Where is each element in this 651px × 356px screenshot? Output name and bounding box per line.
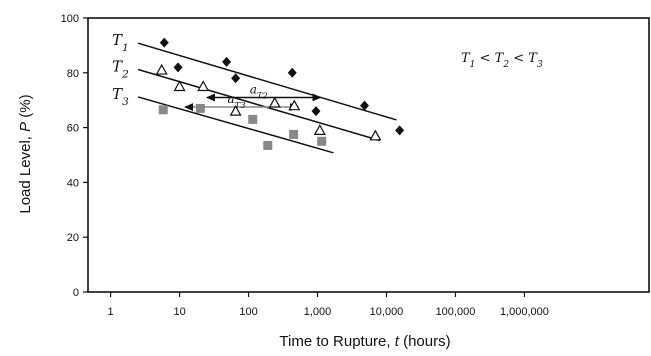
order-note-separator: < [475,51,494,66]
data-point-diamond [231,73,241,84]
data-point-square [263,140,273,150]
x-tick-label: 1,000,000 [500,306,549,318]
y-axis-title-text: Load Level, [17,132,34,214]
x-tick-label: 100,000 [436,306,476,318]
series-label-base: T [112,85,123,103]
y-tick-label: 100 [61,13,79,25]
x-tick-label: 1 [108,306,114,318]
order-note-base: T [461,51,471,66]
order-note-subscript: 2 [502,60,509,70]
shift-label-T3: aT3 [227,92,245,110]
data-point-triangle [313,124,326,135]
temperature-order-note: T1 < T2 < T3 [461,51,543,70]
data-point-triangle [268,96,281,108]
fit-line-T3 [137,96,334,154]
x-axis: 1 10 100 1,000 10,000 100,000 1,000,000 [108,292,549,318]
x-tick-label: 1,000 [304,306,332,318]
x-axis-title-text: Time to Rupture, [279,333,394,350]
shift-label-base: a [250,82,257,96]
data-point-square [317,136,327,146]
order-note-separator: < [509,51,528,66]
shift-label-subscript: T3 [235,100,246,110]
y-axis-title-var: P [17,122,34,132]
data-point-triangle [229,104,242,116]
shift-label-T2: aT2 [250,82,268,100]
plot-frame [87,17,650,293]
series-label-T2: T2 [112,58,129,81]
series-label-subscript: 3 [122,96,129,108]
y-tick-label: 80 [67,68,79,80]
x-axis-title-unit: (hours) [399,333,451,350]
data-point-diamond [360,100,370,111]
data-point-diamond [287,67,297,78]
y-tick-label: 40 [67,177,79,189]
data-point-diamond [222,56,232,67]
x-tick-label: 100 [239,306,257,318]
y-tick-label: 60 [67,123,79,135]
data-point-diamond [159,37,169,48]
data-point-triangle [155,63,168,75]
order-note-subscript: 3 [537,60,543,70]
data-point-triangle [173,80,186,92]
order-note-base: T [495,51,505,66]
series-label-base: T [112,58,123,76]
fit-line-T2 [137,68,381,142]
y-axis: 0 20 40 60 80 100 [61,13,88,299]
data-point-square [289,129,299,139]
data-point-triangle [288,99,301,111]
series-label-base: T [112,31,123,49]
data-point-triangle [197,80,210,92]
x-axis-title: Time to Rupture, t (hours) [279,333,450,350]
y-tick-label: 0 [73,287,79,299]
shift-label-subscript: T2 [257,90,268,100]
shift-label-base: a [227,92,234,106]
series-label-T1: T1 [112,31,129,54]
data-point-square [195,103,205,113]
x-tick-label: 10,000 [370,306,404,318]
data-point-diamond [395,125,405,136]
order-note-base: T [528,51,538,66]
x-axis-title-var: t [395,333,400,350]
order-note-subscript: 1 [470,60,476,70]
data-point-diamond [311,106,321,117]
data-points [155,37,405,150]
data-point-square [158,105,168,115]
data-point-square [248,114,258,124]
data-point-diamond [173,62,183,73]
y-axis-title: Load Level, P (%) [17,94,34,213]
data-point-triangle [369,129,382,141]
y-tick-label: 20 [67,232,79,244]
fit-line-T1 [137,42,397,121]
y-axis-title-unit: (%) [17,94,34,122]
series-label-subscript: 2 [121,69,129,81]
series-label-subscript: 1 [122,42,129,54]
series-label-T3: T3 [112,85,129,108]
x-tick-label: 10 [173,306,185,318]
